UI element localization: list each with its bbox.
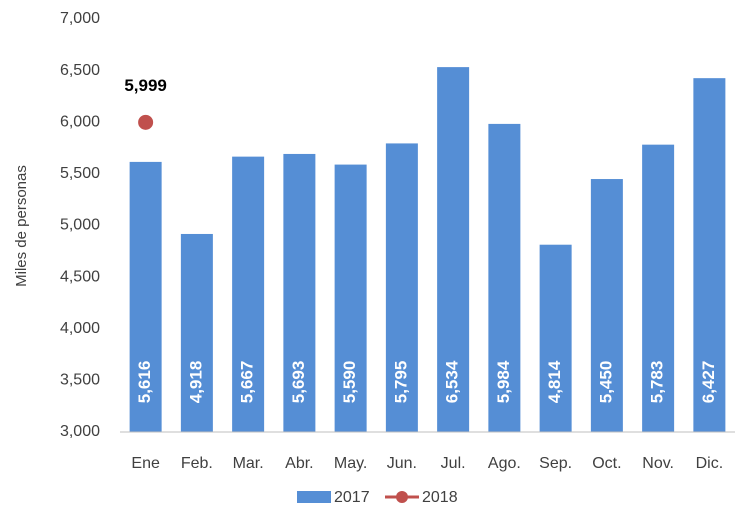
bar [693,78,726,433]
x-tick-label: Oct. [592,455,621,472]
legend-swatch [297,491,331,503]
y-tick-label: 6,500 [60,62,100,79]
bar-value-label: 4,814 [545,360,564,403]
x-tick-label: Feb. [181,455,213,472]
bar [642,144,675,432]
y-tick-label: 6,000 [60,113,100,130]
y-tick-label: 5,500 [60,165,100,182]
point-value-label: 5,999 [124,76,167,95]
x-tick-label: Dic. [696,455,724,472]
bar [385,143,418,432]
x-tick-label: May. [334,455,367,472]
x-tick-label: Abr. [285,455,313,472]
x-tick-label: Ago. [488,455,521,472]
bar-value-label: 5,783 [648,361,667,404]
bar [334,164,367,432]
bar [437,67,470,432]
bar-value-label: 5,590 [340,361,359,404]
y-tick-label: 3,500 [60,372,100,389]
bar-value-label: 5,693 [289,361,308,404]
bar [488,123,521,432]
bar-value-label: 5,450 [596,361,615,404]
x-tick-label: Nov. [642,455,674,472]
bar-value-label: 5,795 [391,361,410,404]
bar-value-label: 4,918 [186,361,205,404]
y-tick-label: 5,000 [60,217,100,234]
legend-swatch [396,491,408,503]
point [138,114,154,130]
x-tick-label: Sep. [539,455,572,472]
x-tick-label: Jun. [387,455,417,472]
bar [180,233,213,432]
y-axis-label: Miles de personas [13,165,30,287]
bar-value-label: 5,667 [238,361,257,404]
bar [232,156,265,432]
x-tick-label: Ene [131,455,160,472]
y-tick-label: 4,500 [60,268,100,285]
bar-value-label: 6,534 [443,360,462,403]
bar [283,153,316,432]
legend-label: 2017 [334,489,370,506]
bar [129,161,162,432]
x-tick-label: Jul. [441,455,466,472]
bar [539,244,572,432]
bar-value-label: 5,616 [135,361,154,404]
y-tick-label: 3,000 [60,423,100,440]
x-tick-label: Mar. [233,455,264,472]
bar-value-label: 6,427 [699,361,718,404]
bar [590,179,623,432]
bar-value-label: 5,984 [494,360,513,403]
legend-label: 2018 [422,489,458,506]
y-tick-label: 7,000 [60,10,100,27]
y-tick-label: 4,000 [60,320,100,337]
